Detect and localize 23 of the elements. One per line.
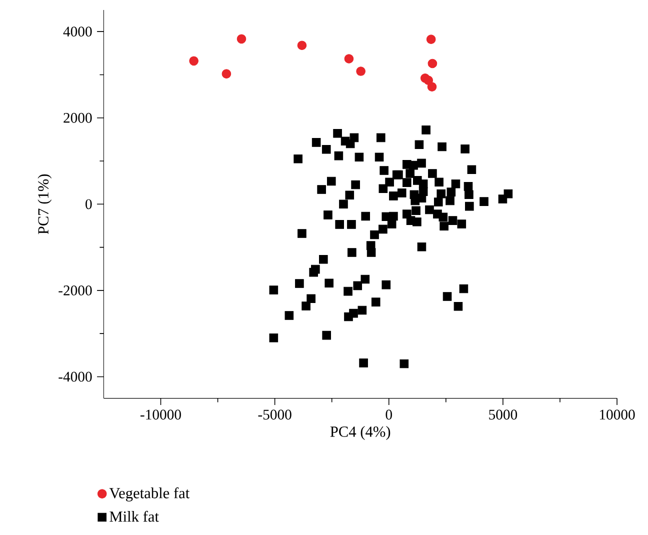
point (222, 69, 232, 79)
legend-label: Vegetable fat (109, 487, 190, 502)
point (297, 40, 307, 50)
point (428, 58, 438, 68)
y-tick-label: -2000 (58, 286, 92, 296)
x-tick-label: -10000 (140, 410, 181, 420)
point (356, 66, 366, 76)
y-tick-label: -4000 (58, 372, 92, 382)
y-tick-label: 4000 (63, 26, 92, 37)
point (236, 34, 246, 44)
legend-label: Milk fat (110, 510, 159, 522)
x-tick-label: 5000 (489, 410, 518, 420)
y-tick-label: 0 (86, 199, 92, 210)
x-axis-title: PC4 (4%) (330, 426, 390, 440)
x-tick-label: 10000 (600, 410, 635, 420)
y-tick-label: 2000 (64, 112, 92, 123)
point (189, 56, 198, 66)
point (427, 82, 437, 92)
y-axis-title: PC7 (1%) (38, 174, 52, 234)
point (344, 54, 354, 64)
point (426, 34, 436, 44)
x-tick-label: 0 (386, 410, 392, 420)
x-tick-label: -5000 (258, 410, 292, 420)
